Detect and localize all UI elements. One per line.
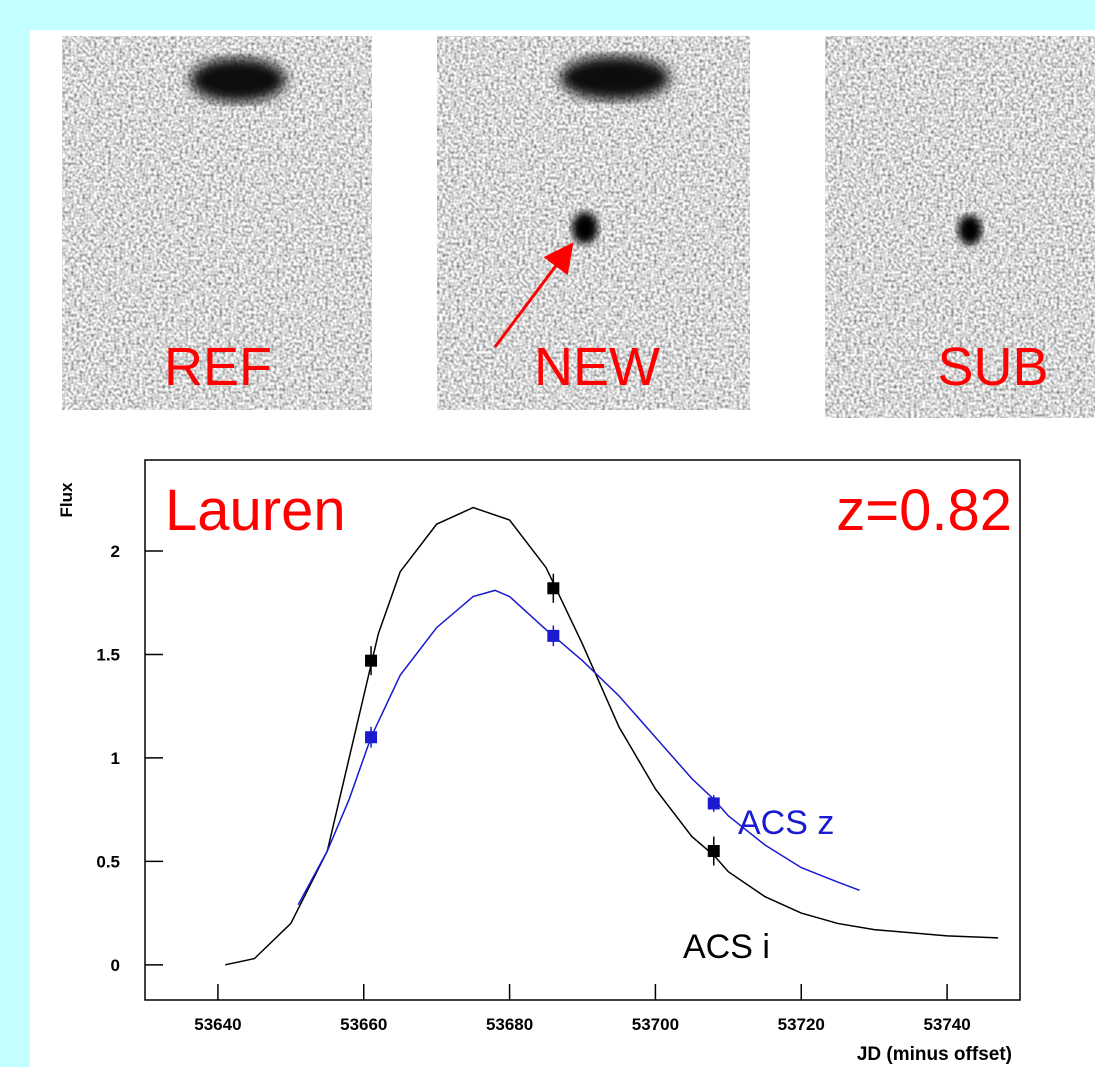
series-label: ACS i bbox=[683, 928, 770, 966]
x-tick-label: 53680 bbox=[486, 1015, 533, 1034]
x-tick-label: 53640 bbox=[194, 1015, 241, 1034]
y-axis-label: Flux bbox=[57, 482, 76, 517]
y-tick-label: 2 bbox=[111, 542, 120, 561]
sub-image bbox=[825, 36, 1095, 418]
chart-title: Lauren bbox=[165, 478, 346, 543]
point bbox=[365, 654, 378, 667]
annotation: z=0.82 bbox=[836, 478, 1012, 543]
new-image bbox=[437, 36, 750, 410]
series-label: ACS z bbox=[738, 804, 834, 842]
y-tick-label: 0 bbox=[111, 956, 120, 975]
arrow bbox=[493, 242, 574, 348]
x-tick-label: 53720 bbox=[778, 1015, 825, 1034]
x-tick-label: 53740 bbox=[923, 1015, 970, 1034]
image-label: REF bbox=[164, 337, 272, 397]
x-tick-label: 53660 bbox=[340, 1015, 387, 1034]
ref-image bbox=[62, 36, 372, 410]
point bbox=[365, 731, 378, 744]
y-tick-label: 1 bbox=[111, 749, 120, 768]
point bbox=[547, 629, 560, 642]
fit-curve bbox=[225, 506, 999, 966]
image-label: SUB bbox=[937, 337, 1048, 397]
y-tick-label: 1.5 bbox=[96, 645, 120, 664]
fit-curve bbox=[297, 589, 860, 906]
point bbox=[547, 582, 560, 595]
y-tick-label: 0.5 bbox=[96, 852, 120, 871]
point bbox=[707, 797, 720, 810]
image-label: NEW bbox=[534, 337, 660, 397]
x-tick-label: 53700 bbox=[632, 1015, 679, 1034]
plot-frame bbox=[144, 459, 1021, 1001]
x-axis-label: JD (minus offset) bbox=[857, 1044, 1012, 1065]
point bbox=[707, 845, 720, 858]
